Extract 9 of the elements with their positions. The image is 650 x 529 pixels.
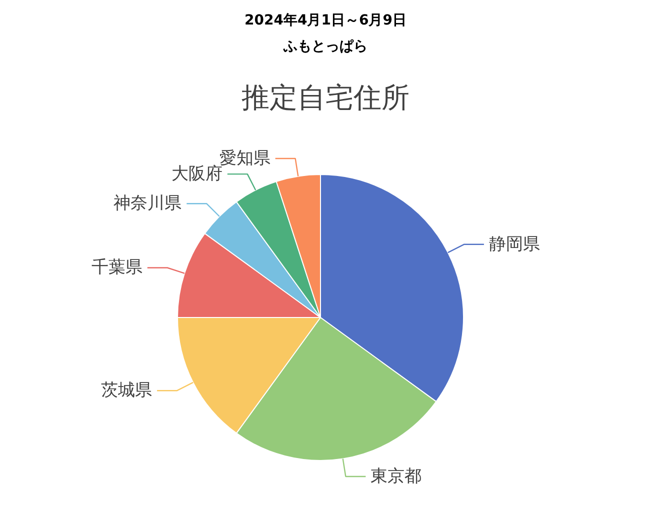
slice-label: 神奈川県 — [114, 194, 182, 214]
slice-label: 茨城県 — [101, 380, 152, 401]
slice-label: 千葉県 — [91, 258, 142, 278]
text: ふもとっぱら — [282, 38, 368, 54]
chart-subtitle: 2024年4月1日～6月9日 — [244, 12, 406, 28]
slice-label: 東京都 — [370, 466, 422, 487]
chart-title: 推定自宅住所 — [242, 81, 410, 114]
slice-label: 大阪府 — [171, 164, 222, 184]
slice-label: 静岡県 — [488, 234, 540, 254]
